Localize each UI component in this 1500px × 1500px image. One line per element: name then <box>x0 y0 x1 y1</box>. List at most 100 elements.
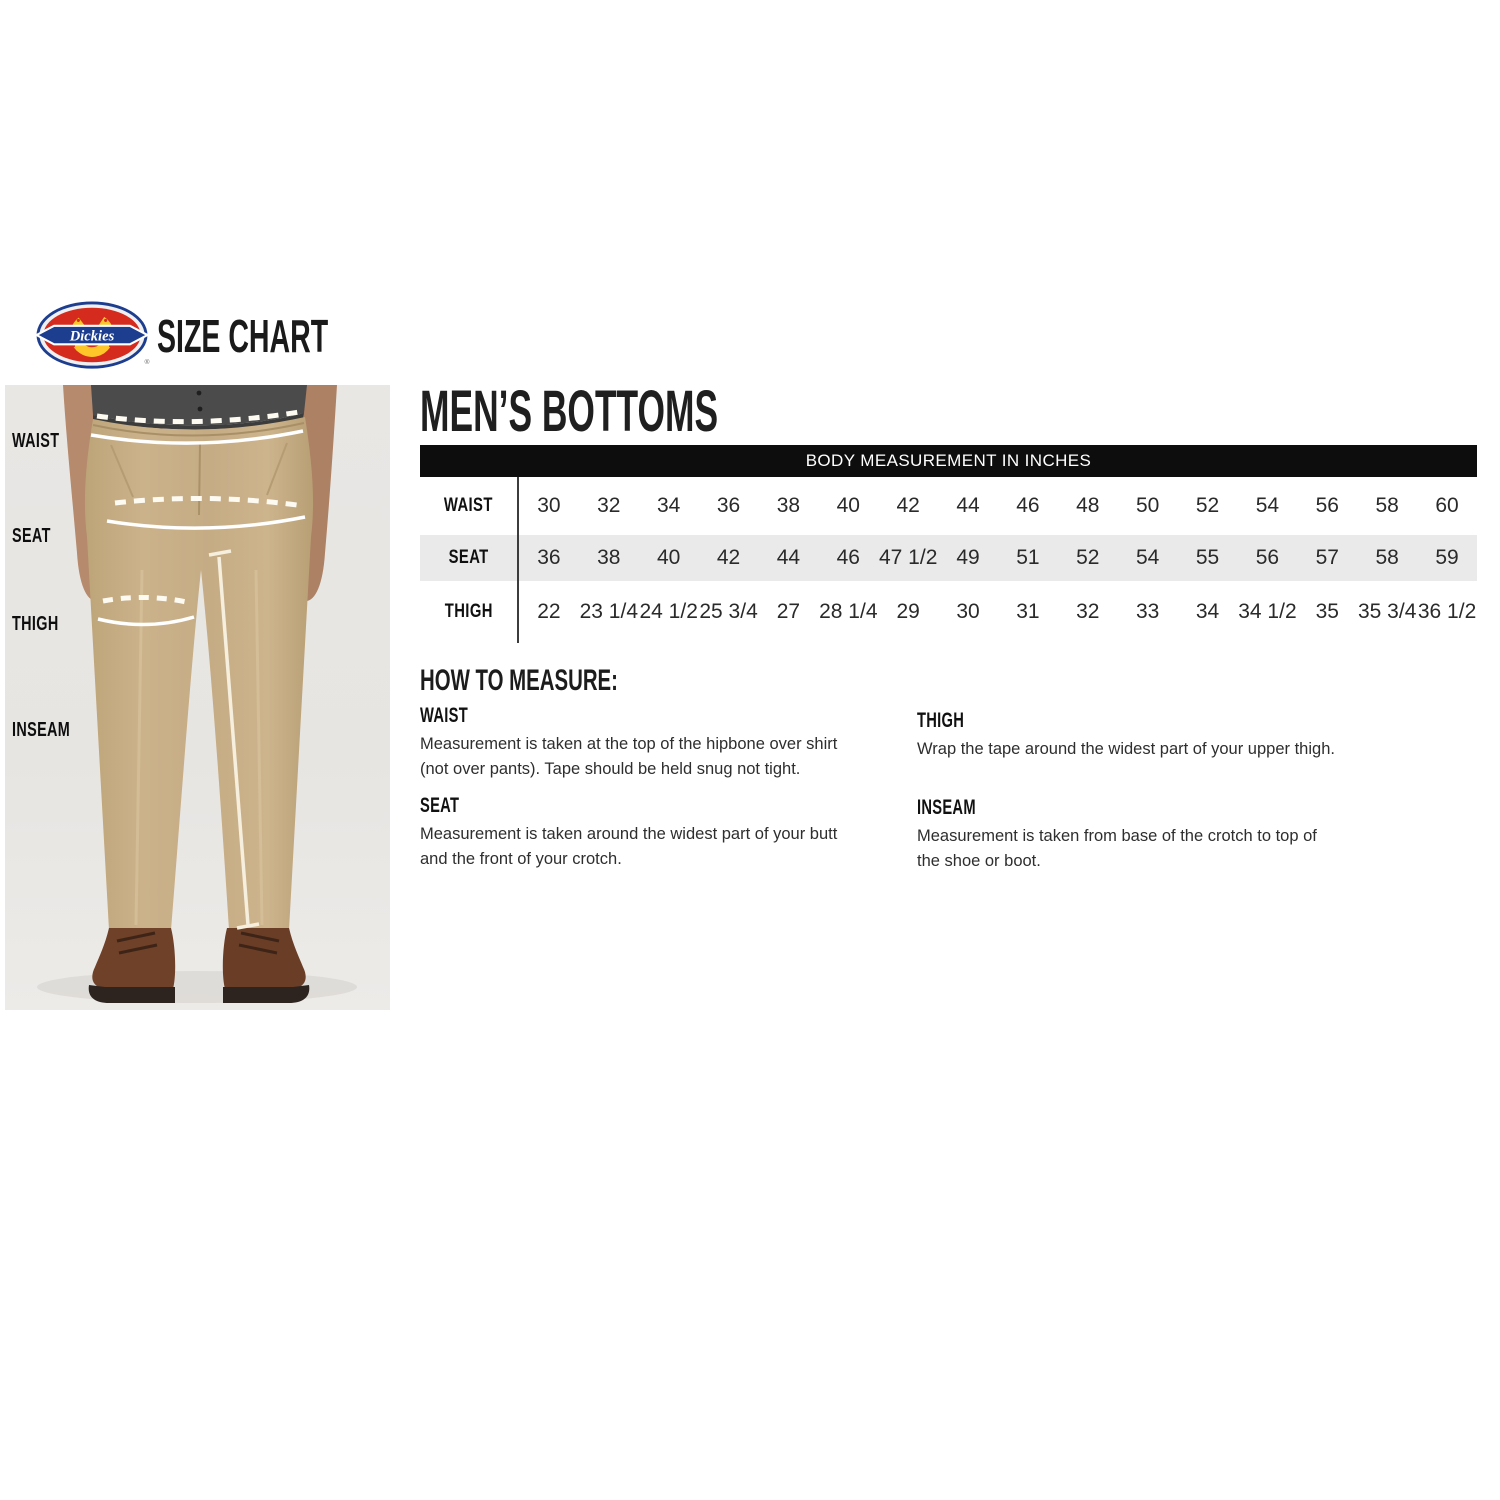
measure-item-thigh: THIGH Wrap the tape around the widest par… <box>917 710 1477 762</box>
waist-dashed-line <box>96 409 300 425</box>
size-value: 54 <box>1136 546 1160 569</box>
table-row-seat: SEAT 36 38 40 42 44 46 47 1/2 49 51 52 54 55 56 57 58 59 <box>420 535 1477 581</box>
measure-item-text: Measurement is taken at the top of the h… <box>420 735 838 778</box>
size-value: 28 1/4 <box>819 600 878 623</box>
fly-seam <box>198 442 201 516</box>
measure-item-text: Measurement is taken from base of the cr… <box>917 827 1317 870</box>
size-value: 30 <box>537 494 561 517</box>
dickies-logo-icon: Dickies ® <box>34 301 150 369</box>
row-label: WAIST <box>444 495 493 516</box>
size-value: 29 <box>896 600 920 623</box>
table-header-bar: BODY MEASUREMENT IN INCHES <box>420 445 1477 477</box>
size-value: 30 <box>956 600 980 623</box>
figure-label-waist: WAIST <box>12 430 60 452</box>
brand-header: Dickies ® SIZE CHART <box>33 300 433 372</box>
size-value: 60 <box>1435 494 1459 517</box>
size-value: 44 <box>776 546 801 569</box>
size-value: 34 1/2 <box>1238 600 1297 623</box>
size-value: 36 <box>716 494 741 517</box>
size-value: 59 <box>1435 546 1459 569</box>
size-value: 23 1/4 <box>579 600 638 623</box>
figure-label-inseam: INSEAM <box>12 719 71 741</box>
shirt-hem <box>93 413 304 430</box>
shirt <box>91 385 307 426</box>
right-sole <box>223 985 310 1003</box>
size-value: 35 <box>1315 600 1339 623</box>
measure-item-title: THIGH <box>917 709 965 732</box>
size-table-body: WAIST 30 32 34 36 38 40 42 44 46 48 50 52 54 56 58 60 SEA… <box>420 477 1477 643</box>
shirt-button <box>196 390 202 396</box>
waistband <box>92 422 305 437</box>
measure-item-text: Wrap the tape around the widest part of … <box>917 740 1335 758</box>
size-value: 38 <box>776 494 801 517</box>
size-value: 42 <box>896 494 920 517</box>
inseam-ticks <box>208 549 260 930</box>
size-value: 46 <box>836 546 860 569</box>
measure-item-seat: SEAT Measurement is taken around the wide… <box>420 795 900 872</box>
size-value: 49 <box>956 546 980 569</box>
size-value: 52 <box>1076 546 1100 569</box>
size-value: 34 <box>1195 600 1220 623</box>
thigh-dashed-line <box>102 594 192 606</box>
row-values: 30 32 34 36 38 40 42 44 46 48 50 52 54 56 58 60 <box>517 477 1477 535</box>
size-value: 48 <box>1076 494 1100 517</box>
size-value: 54 <box>1255 494 1280 517</box>
size-value: 40 <box>836 494 860 517</box>
pants <box>84 417 314 930</box>
size-value: 22 <box>537 600 561 623</box>
how-to-measure-title: HOW TO MEASURE: <box>420 664 618 697</box>
size-value: 31 <box>1016 600 1040 623</box>
boot-laces <box>116 931 280 955</box>
size-value: 27 <box>776 600 801 623</box>
measure-item-waist: WAIST Measurement is taken at the top of … <box>420 705 900 782</box>
size-value: 50 <box>1136 494 1160 517</box>
model-illustration <box>37 385 357 1003</box>
size-value: 46 <box>1016 494 1040 517</box>
size-value: 44 <box>956 494 980 517</box>
pocket-seams <box>110 442 288 498</box>
size-value: 24 1/2 <box>639 600 698 623</box>
measure-item-text: Measurement is taken around the widest p… <box>420 825 838 868</box>
measurement-photo: WAIST SEAT THIGH INSEAM <box>5 385 390 1010</box>
leg-creases <box>134 569 264 926</box>
size-value: 58 <box>1375 494 1399 517</box>
figure-label-seat: SEAT <box>12 525 51 547</box>
seat-line <box>106 515 306 530</box>
size-value: 56 <box>1255 546 1280 569</box>
row-label: THIGH <box>444 601 493 622</box>
figure-label-thigh: THIGH <box>12 613 59 635</box>
size-value: 51 <box>1016 546 1040 569</box>
size-value: 33 <box>1136 600 1160 623</box>
right-boot <box>222 928 306 989</box>
measure-item-title: WAIST <box>420 704 468 727</box>
size-value: 55 <box>1195 546 1220 569</box>
size-value: 56 <box>1315 494 1339 517</box>
row-values: 22 23 1/4 24 1/2 25 3/4 27 28 1/4 29 30 31 32 33 34… <box>517 581 1477 643</box>
size-table: BODY MEASUREMENT IN INCHES WAIST 30 32 34 36… <box>420 445 1477 643</box>
size-value: 34 <box>657 494 681 517</box>
left-sole <box>88 985 175 1003</box>
size-value: 32 <box>597 494 621 517</box>
thigh-line <box>97 615 195 627</box>
brand-wordmark: Dickies <box>69 328 115 344</box>
waist-line <box>90 429 304 445</box>
size-value: 36 1/2 <box>1417 600 1477 623</box>
size-value: 40 <box>657 546 681 569</box>
size-value: 52 <box>1195 494 1220 517</box>
row-label: SEAT <box>448 547 489 568</box>
measure-item-inseam: INSEAM Measurement is taken from base of … <box>917 797 1477 874</box>
seat-dashed-line <box>114 495 298 508</box>
size-value: 25 3/4 <box>699 600 758 623</box>
measure-item-title: INSEAM <box>917 796 976 819</box>
table-row-thigh: THIGH 22 23 1/4 24 1/2 25 3/4 27 28 1/4 29 30 31 3… <box>420 581 1477 643</box>
left-boot <box>92 928 176 989</box>
size-value: 47 1/2 <box>878 546 938 569</box>
inseam-line <box>217 556 250 926</box>
size-value: 38 <box>597 546 621 569</box>
table-row-waist: WAIST 30 32 34 36 38 40 42 44 46 48 50 52 54 56 58 60 <box>420 477 1477 535</box>
row-values: 36 38 40 42 44 46 47 1/2 49 51 52 54 55 56 57 58 59 <box>517 535 1477 581</box>
table-header-label: BODY MEASUREMENT IN INCHES <box>805 451 1092 470</box>
size-value: 57 <box>1315 546 1339 569</box>
size-value: 58 <box>1375 546 1399 569</box>
